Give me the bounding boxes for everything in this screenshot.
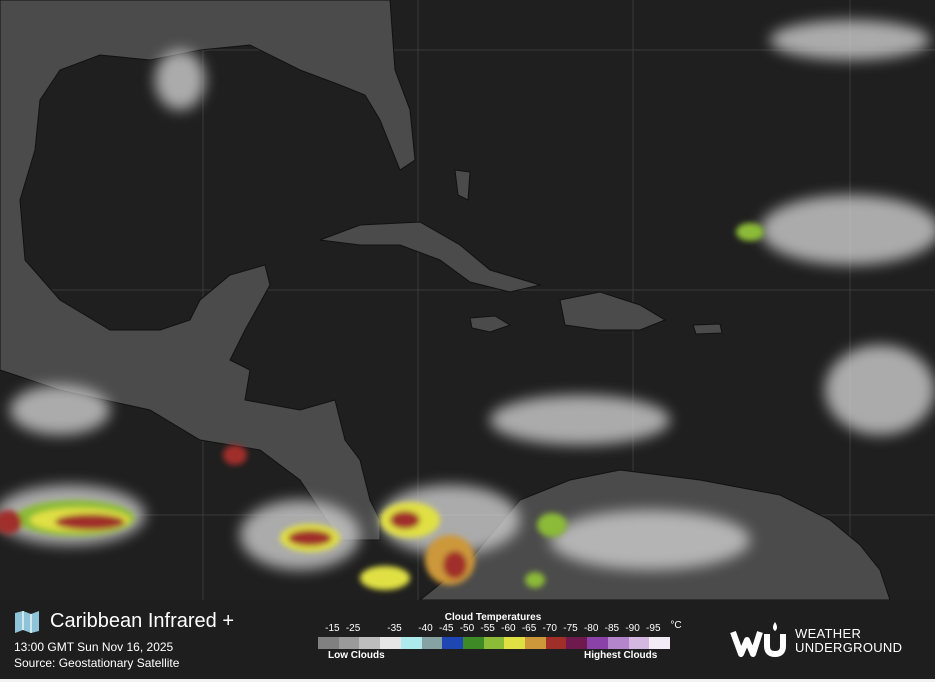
legend-swatch	[649, 637, 670, 649]
legend-low-label: Low Clouds	[328, 650, 385, 661]
legend-swatch	[628, 637, 650, 649]
clouds	[0, 20, 935, 570]
legend-swatch	[483, 637, 505, 649]
legend-label: -85	[604, 623, 620, 634]
convection	[0, 223, 764, 590]
legend-label: -50	[459, 623, 475, 634]
cuba	[319, 221, 542, 293]
legend-swatch	[359, 637, 381, 649]
source: Source: Geostationary Satellite	[14, 656, 180, 670]
legend-swatch	[380, 637, 401, 649]
legend-swatch	[566, 637, 588, 649]
legend-colorbar	[318, 637, 670, 649]
legend-label: -95	[646, 623, 661, 634]
legend-label: -75	[563, 623, 578, 634]
legend-swatch	[504, 637, 526, 649]
map-title: Caribbean Infrared +	[50, 610, 235, 632]
legend-labels: -15 -25 -35 -40 -45 -50 -55 -60 -65 -70 -75 -80 -85-…	[318, 620, 682, 635]
jamaica	[469, 315, 512, 333]
map-icon	[15, 611, 39, 633]
legend-label: -60	[501, 623, 516, 634]
timestamp: 13:00 GMT Sun Nov 16, 2025	[14, 640, 174, 654]
legend-swatch	[400, 637, 422, 649]
legend-swatch	[607, 637, 629, 649]
map-svg	[0, 0, 935, 601]
brand-line2: UNDERGROUND	[795, 640, 903, 655]
legend-swatch	[421, 637, 443, 649]
legend-label: -90	[625, 623, 640, 634]
brand-name: WEATHER UNDERGROUND	[795, 627, 902, 655]
satellite-map[interactable]	[0, 0, 935, 601]
legend-swatch	[338, 637, 360, 649]
legend-swatch	[545, 637, 567, 649]
legend-label: -65	[521, 623, 537, 634]
legend-label: -35	[387, 623, 402, 634]
brand-line1: WEATHER	[795, 626, 862, 641]
legend-swatch	[587, 637, 608, 649]
legend-swatch	[525, 637, 546, 649]
legend-label: -40	[418, 623, 433, 634]
legend-label: -25	[345, 623, 361, 634]
map-footer: Caribbean Infrared + 13:00 GMT Sun Nov 1…	[0, 600, 935, 679]
legend-high-label: Highest Clouds	[584, 650, 658, 661]
wu-logo	[730, 622, 786, 658]
puerto-rico	[692, 323, 723, 335]
north-america	[0, 0, 416, 541]
legend-label: -55	[480, 623, 495, 634]
legend-unit: °C	[670, 620, 682, 631]
legend-swatch	[462, 637, 484, 649]
legend-swatch	[318, 637, 339, 649]
hispaniola	[559, 291, 667, 331]
legend-label: -15	[325, 623, 340, 634]
legend-swatch	[442, 637, 463, 649]
legend-title: Cloud Temperatures	[444, 612, 542, 623]
bahamas	[454, 169, 471, 201]
legend-label: -45	[439, 623, 454, 634]
legend-label: -80	[583, 623, 599, 634]
legend-label: -70	[542, 623, 557, 634]
land	[0, 0, 891, 601]
